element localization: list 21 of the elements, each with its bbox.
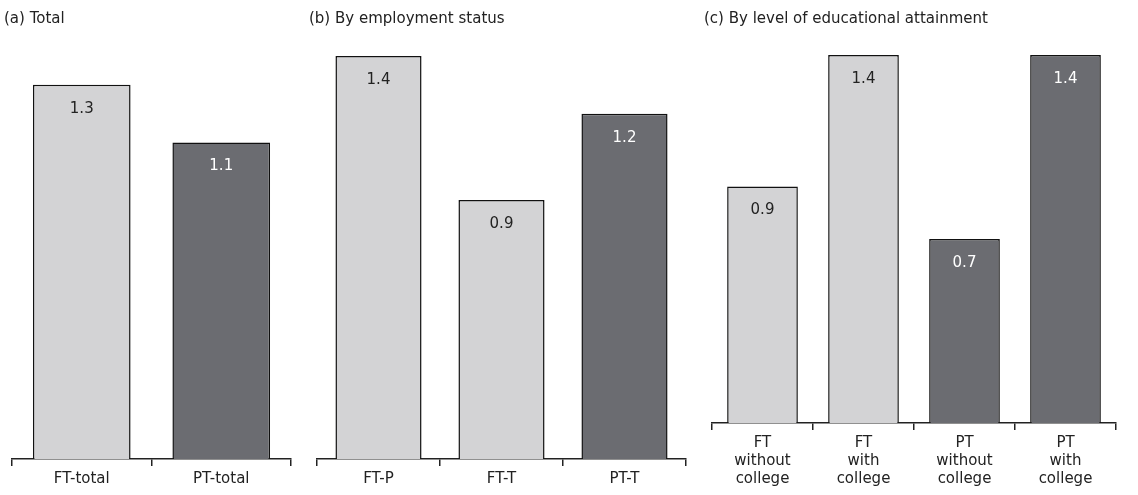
data-label: 1.4 <box>366 69 391 88</box>
data-label: 0.7 <box>952 252 977 271</box>
x-tick-label: FT-P <box>363 468 394 487</box>
x-tick-label: FT-total <box>53 468 110 487</box>
x-tick-label: FT-T <box>486 468 518 487</box>
data-label: 1.3 <box>69 98 94 117</box>
x-tick-label: PT with college <box>1038 432 1093 487</box>
x-tick-label: PT-T <box>609 468 641 487</box>
data-label: 1.1 <box>209 156 234 175</box>
data-label: 1.4 <box>1053 68 1078 87</box>
data-label: 1.4 <box>851 68 876 87</box>
chart-title: (c) By level of educational attainment <box>704 8 989 29</box>
data-label: 0.9 <box>489 213 514 232</box>
data-label: 0.9 <box>750 200 775 219</box>
chart-title: (a) Total <box>4 8 66 29</box>
data-label: 1.2 <box>612 127 637 146</box>
x-tick-label: PT without college <box>936 432 993 487</box>
chart-title: (b) By employment status <box>309 8 506 29</box>
x-tick-label: FT with college <box>836 432 891 487</box>
x-tick-label: FT without college <box>734 432 791 487</box>
x-tick-label: PT-total <box>192 468 250 487</box>
